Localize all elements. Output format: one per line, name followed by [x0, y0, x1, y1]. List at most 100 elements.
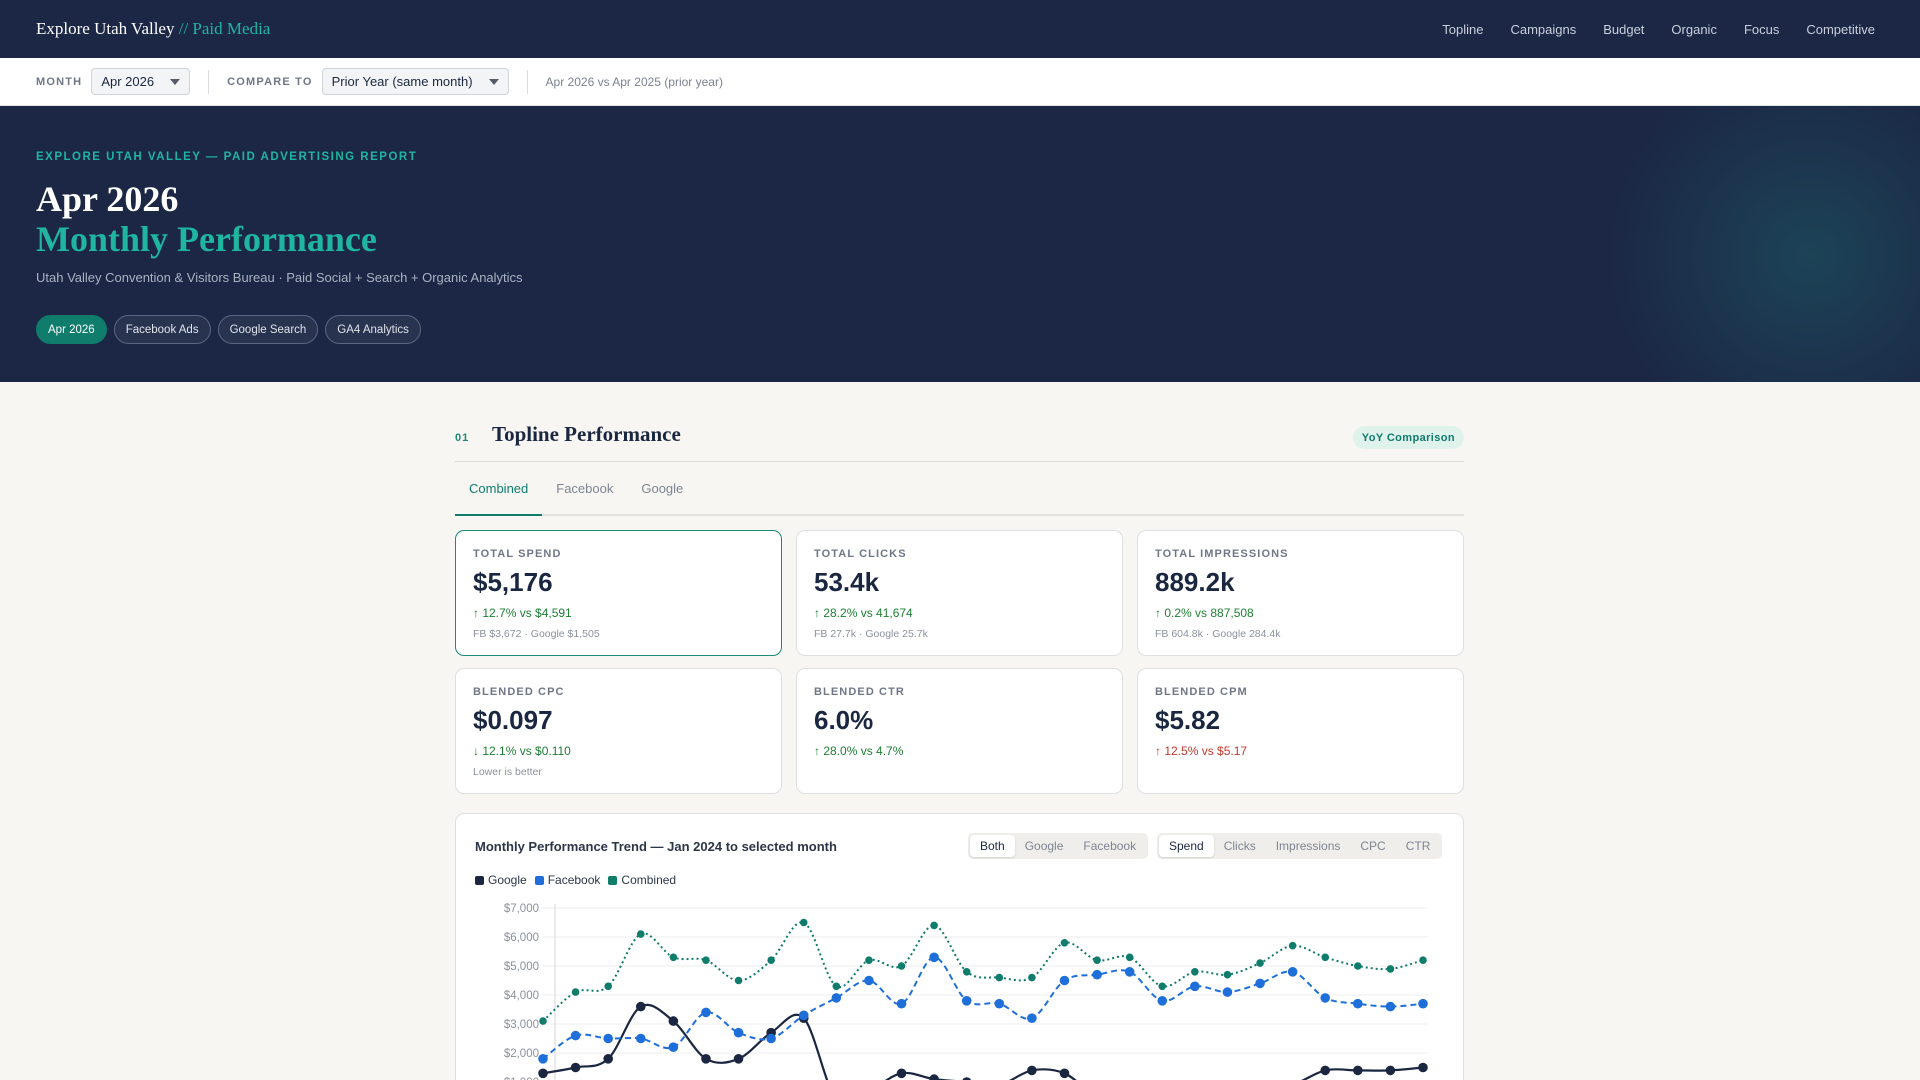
data-point-combined — [1158, 982, 1167, 991]
kpi-label: BLENDED CTR — [814, 686, 905, 698]
kpi-delta: ↑ 28.0% vs 4.7% — [814, 744, 904, 758]
nav-link-focus[interactable]: Focus — [1743, 21, 1780, 37]
metric-option-cpc[interactable]: CPC — [1360, 839, 1386, 853]
hero-banner: EXPLORE UTAH VALLEY — PAID ADVERTISING R… — [0, 106, 1920, 382]
legend-label: Facebook — [547, 873, 601, 887]
data-point-facebook — [1287, 967, 1298, 977]
pill-month[interactable]: Apr 2026 — [36, 315, 107, 344]
data-point-google — [538, 1068, 548, 1079]
kpi-value: 889.2k — [1155, 567, 1235, 597]
data-point-facebook — [1157, 996, 1168, 1006]
chart-legend: Google Facebook Combined — [475, 873, 676, 887]
chart-title: Monthly Performance Trend — Jan 2024 to … — [475, 839, 837, 854]
top-nav: Explore Utah Valley // Paid Media Toplin… — [0, 0, 1920, 58]
y-tick-label: $7,000 — [504, 903, 539, 915]
data-point-combined — [636, 930, 645, 938]
hero-title-main: Monthly Performance — [36, 219, 377, 259]
hero-pills: Apr 2026 Facebook Ads Google Search GA4 … — [36, 315, 421, 344]
data-point-facebook — [864, 975, 874, 986]
brand-logo[interactable]: Explore Utah Valley // Paid Media — [36, 19, 270, 39]
data-point-facebook — [635, 1033, 646, 1044]
trend-chart: $7,000 $6,000 $5,000 $4,000 $3,000 $2,000 $1,0… — [504, 903, 1428, 1080]
data-point-combined — [539, 1017, 547, 1025]
data-point-google — [1059, 1068, 1070, 1079]
chevron-down-icon — [488, 78, 499, 85]
data-point-combined — [1191, 968, 1199, 976]
chevron-down-icon — [170, 78, 181, 85]
kpi-card-total-spend[interactable]: TOTAL SPEND $5,176 ↑ 12.7% vs $4,591 FB … — [455, 530, 782, 656]
data-point-facebook — [1353, 998, 1363, 1009]
kpi-footnote: FB 604.8k · Google 284.4k — [1155, 628, 1281, 640]
kpi-value: $0.097 — [473, 705, 553, 735]
kpi-delta: ↑ 28.2% vs 41,674 — [814, 606, 913, 620]
data-point-facebook — [1124, 967, 1135, 977]
data-point-facebook — [1418, 998, 1428, 1009]
kpi-label: TOTAL IMPRESSIONS — [1155, 548, 1289, 560]
data-point-combined — [1223, 970, 1232, 979]
data-point-combined — [995, 973, 1004, 982]
kpi-delta: ↑ 12.5% vs $5.17 — [1155, 744, 1248, 758]
kpi-footnote: Lower is better — [473, 766, 542, 778]
kpi-label: TOTAL SPEND — [473, 548, 562, 560]
kpi-card-total-clicks[interactable]: TOTAL CLICKS 53.4k ↑ 28.2% vs 41,674 FB … — [796, 530, 1123, 656]
tab-google[interactable]: Google — [641, 481, 684, 496]
section-title: Topline Performance — [492, 422, 681, 446]
kpi-cards: TOTAL SPEND $5,176 ↑ 12.7% vs $4,591 FB … — [455, 530, 1464, 794]
legend-swatch — [475, 875, 484, 885]
data-point-combined — [1060, 939, 1069, 947]
data-point-combined — [1321, 953, 1330, 962]
legend-item-facebook[interactable]: Facebook — [534, 873, 601, 887]
data-point-combined — [734, 976, 743, 985]
source-option-both[interactable]: Both — [970, 835, 1015, 857]
kpi-card-blended-cpc[interactable]: BLENDED CPC $0.097 ↓ 12.1% vs $0.110 Low… — [455, 668, 782, 794]
data-point-combined — [897, 962, 906, 970]
nav-link-topline[interactable]: Topline — [1442, 21, 1484, 37]
nav-links: Topline Campaigns Budget Organic Focus C… — [1415, 22, 1875, 37]
nav-link-budget[interactable]: Budget — [1603, 21, 1645, 37]
tab-combined[interactable]: Combined — [455, 480, 543, 516]
section-header: 01 Topline Performance YoY Comparison — [455, 420, 1464, 462]
metric-toggle: Spend Clicks Impressions CPC CTR — [1157, 833, 1443, 859]
pill-ga4-analytics[interactable]: GA4 Analytics — [325, 315, 421, 344]
pill-google-search[interactable]: Google Search — [217, 315, 319, 344]
compare-note: Apr 2026 vs Apr 2025 (prior year) — [545, 74, 723, 89]
data-point-facebook — [603, 1033, 613, 1044]
data-point-facebook — [1320, 993, 1331, 1003]
data-point-google — [929, 1074, 939, 1080]
nav-link-competitive[interactable]: Competitive — [1806, 21, 1875, 37]
series-line-facebook — [542, 956, 1424, 1060]
brand-name: Explore Utah Valley — [36, 19, 175, 38]
hero-eyebrow: EXPLORE UTAH VALLEY — PAID ADVERTISING R… — [36, 151, 418, 163]
compare-select[interactable]: Prior Year (same month) — [321, 68, 509, 95]
data-point-facebook — [896, 998, 907, 1009]
source-option-google[interactable]: Google — [1024, 839, 1064, 853]
nav-link-campaigns[interactable]: Campaigns — [1510, 21, 1577, 37]
kpi-card-blended-cpm[interactable]: BLENDED CPM $5.82 ↑ 12.5% vs $5.17 — [1137, 668, 1464, 794]
data-point-google — [635, 1001, 646, 1012]
data-point-combined — [832, 982, 841, 991]
data-point-facebook — [798, 1010, 809, 1021]
legend-item-google[interactable]: Google — [475, 873, 527, 887]
kpi-footnote: FB 27.7k · Google 25.7k — [814, 628, 928, 640]
metric-option-spend[interactable]: Spend — [1159, 835, 1214, 857]
pill-facebook-ads[interactable]: Facebook Ads — [113, 315, 211, 344]
source-option-facebook[interactable]: Facebook — [1083, 839, 1137, 853]
data-point-facebook — [1190, 981, 1200, 992]
kpi-card-blended-ctr[interactable]: BLENDED CTR 6.0% ↑ 28.0% vs 4.7% — [796, 668, 1123, 794]
data-point-google — [733, 1054, 744, 1064]
month-select-value: Apr 2026 — [101, 74, 155, 89]
tab-facebook[interactable]: Facebook — [556, 481, 614, 496]
kpi-delta: ↓ 12.1% vs $0.110 — [473, 744, 571, 758]
data-point-facebook — [733, 1027, 744, 1038]
month-select[interactable]: Apr 2026 — [91, 68, 191, 95]
data-point-facebook — [929, 952, 939, 963]
metric-option-clicks[interactable]: Clicks — [1223, 839, 1256, 853]
metric-option-impressions[interactable]: Impressions — [1275, 839, 1341, 853]
legend-item-combined[interactable]: Combined — [608, 873, 676, 887]
kpi-label: BLENDED CPM — [1155, 686, 1248, 698]
data-point-google — [1385, 1065, 1396, 1076]
nav-link-organic[interactable]: Organic — [1671, 21, 1717, 37]
kpi-card-total-impressions[interactable]: TOTAL IMPRESSIONS 889.2k ↑ 0.2% vs 887,5… — [1137, 530, 1464, 656]
metric-option-ctr[interactable]: CTR — [1405, 839, 1431, 853]
hero-subtitle: Utah Valley Convention & Visitors Bureau… — [36, 270, 523, 285]
